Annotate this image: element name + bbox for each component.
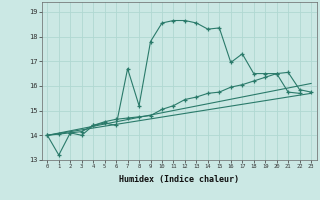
X-axis label: Humidex (Indice chaleur): Humidex (Indice chaleur) (119, 175, 239, 184)
